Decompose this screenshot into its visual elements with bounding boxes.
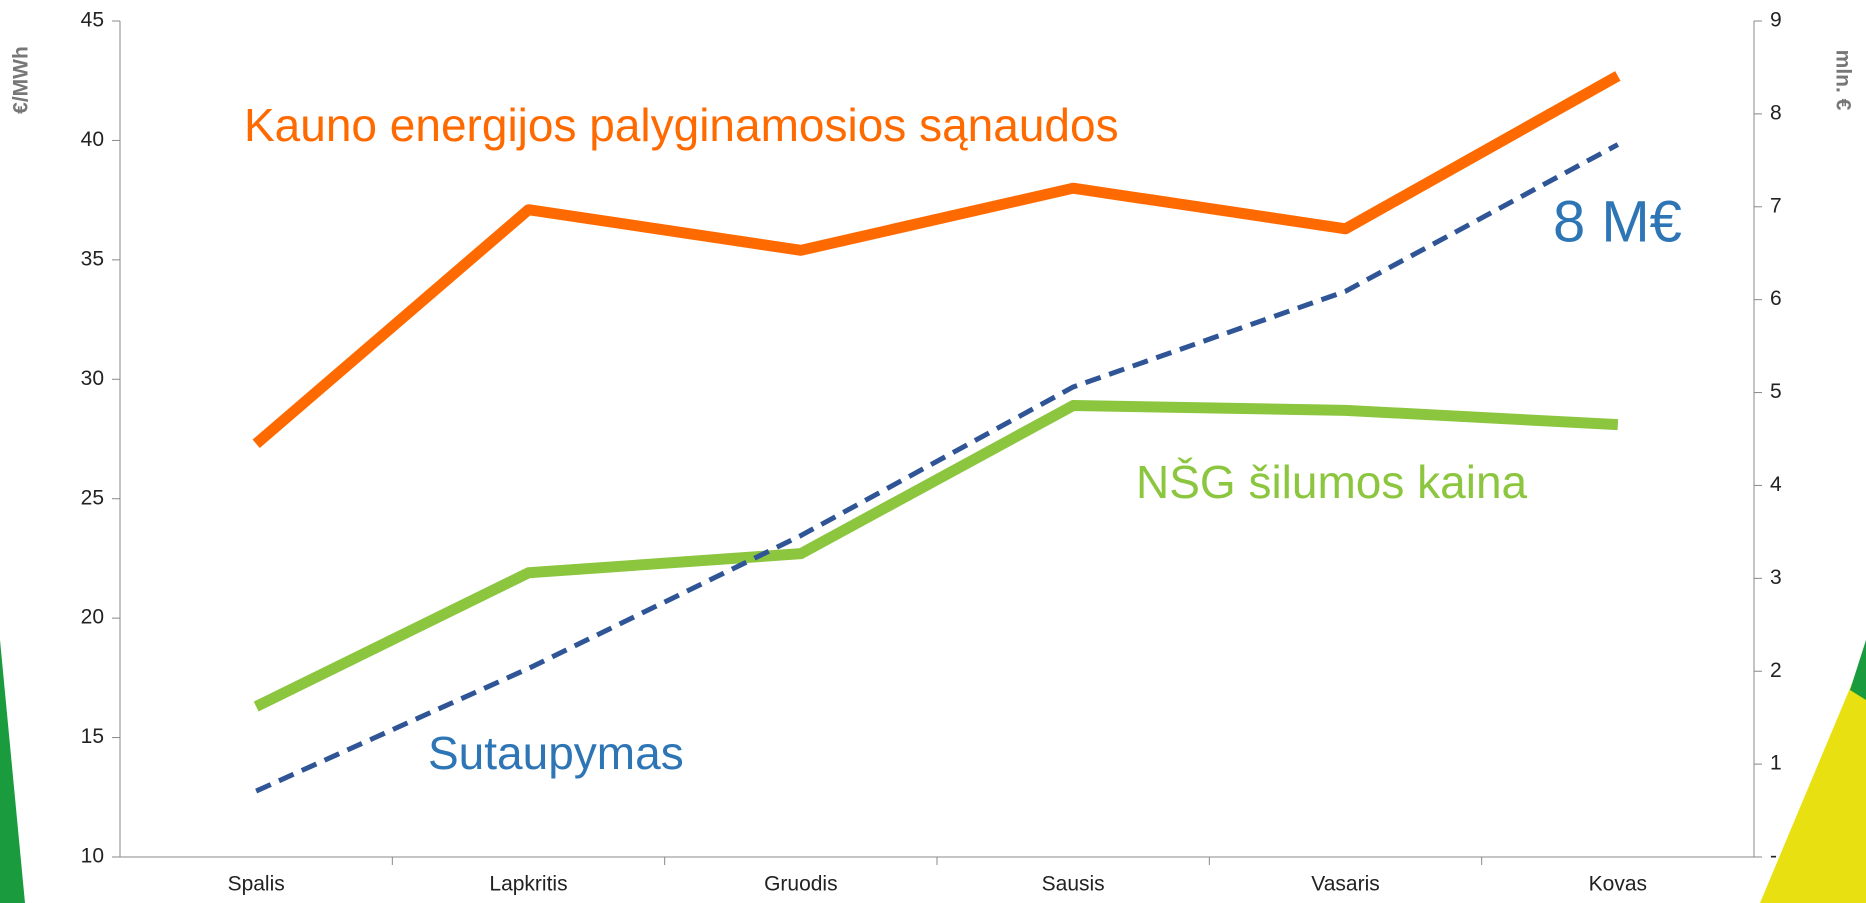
decoration (1760, 650, 1866, 903)
y2-tick-label: 1 (1770, 752, 1782, 775)
x-tick-label: Spalis (228, 873, 285, 896)
y-tick-label: 10 (81, 845, 104, 868)
y-tick-label: 40 (81, 128, 104, 151)
y2-tick-label: 4 (1770, 473, 1782, 496)
y2-tick-label: 7 (1770, 194, 1782, 217)
x-tick-label: Gruodis (764, 873, 838, 896)
series-label: Kauno energijos palyginamosios sąnaudos (244, 99, 1119, 151)
x-tick-label: Kovas (1589, 873, 1647, 896)
series-label: NŠG šilumos kaina (1136, 456, 1528, 508)
series-line (253, 400, 1619, 712)
x-tick-label: Lapkritis (489, 873, 567, 896)
series-line (252, 71, 1621, 448)
y-tick-label: 15 (81, 725, 104, 748)
y2-tick-label: 3 (1770, 566, 1782, 589)
y-tick-label: 20 (81, 606, 104, 629)
y2-tick-label: 9 (1770, 9, 1782, 32)
y-tick-label: 45 (81, 9, 104, 32)
y-tick-label: 30 (81, 367, 104, 390)
y-tick-label: 25 (81, 486, 104, 509)
decoration (0, 640, 25, 903)
y2-tick-label: 5 (1770, 380, 1782, 403)
series-label: Sutaupymas (428, 727, 684, 779)
y2-tick-label: - (1770, 845, 1777, 868)
decoration (1850, 640, 1866, 700)
y-tick-label: 35 (81, 247, 104, 270)
y2-tick-label: 2 (1770, 659, 1782, 682)
y2-tick-label: 6 (1770, 287, 1782, 310)
annotation: 8 M€ (1553, 189, 1682, 254)
series-line (255, 142, 1620, 794)
y2-axis-title: mln. € (1831, 50, 1854, 111)
x-tick-label: Sausis (1042, 873, 1105, 896)
y-axis-title: €/MWh (10, 46, 33, 114)
x-tick-label: Vasaris (1311, 873, 1379, 896)
y2-tick-label: 8 (1770, 101, 1782, 124)
